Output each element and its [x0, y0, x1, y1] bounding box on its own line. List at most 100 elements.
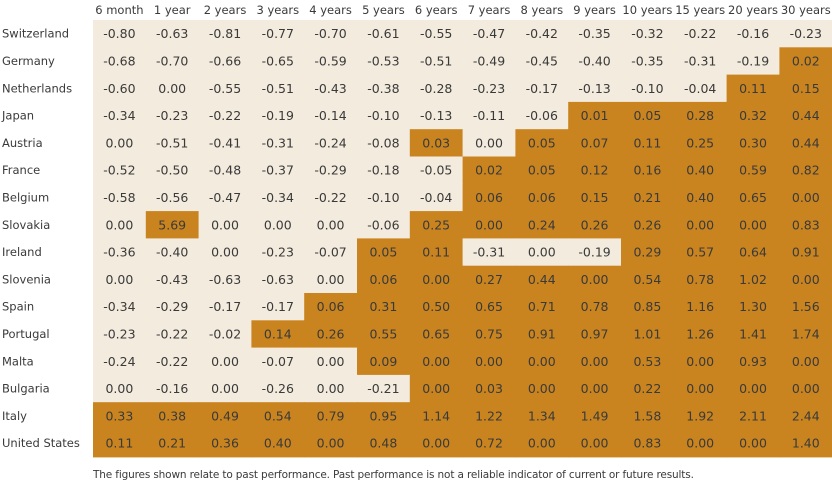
cell-value: -0.24 — [103, 354, 135, 369]
heatmap-cell — [515, 47, 569, 76]
heatmap-cell — [251, 429, 305, 458]
heatmap-cell — [568, 402, 622, 431]
heatmap-cell — [462, 74, 516, 103]
heatmap-cell — [779, 129, 832, 158]
cell-value: 0.02 — [475, 163, 503, 178]
heatmap-cell — [357, 429, 411, 458]
heatmap-cell — [409, 74, 464, 103]
row-label: Switzerland — [2, 27, 69, 41]
heatmap-cell — [409, 429, 464, 458]
heatmap-cell — [673, 129, 728, 158]
cell-value: 0.83 — [633, 436, 661, 451]
column-header: 7 years — [468, 3, 511, 17]
heatmap-cell — [568, 374, 622, 403]
cell-value: 2.11 — [739, 408, 767, 423]
cell-value: 0.09 — [369, 354, 397, 369]
cell-value: 1.14 — [422, 408, 450, 423]
heatmap-cell — [462, 101, 516, 130]
heatmap-cell — [409, 129, 464, 158]
cell-value: 0.78 — [686, 272, 714, 287]
heatmap-cell — [251, 183, 305, 212]
column-header: 5 years — [362, 3, 405, 17]
cell-value: 0.33 — [105, 408, 133, 423]
heatmap-cell — [93, 129, 147, 158]
heatmap-cell — [515, 238, 569, 267]
heatmap-cell — [462, 129, 516, 158]
cell-value: 0.11 — [105, 436, 133, 451]
cell-value: -0.51 — [262, 81, 294, 96]
cell-value: -0.47 — [473, 26, 505, 41]
heatmap-cell — [462, 47, 516, 76]
heatmap-cell — [198, 156, 252, 185]
heatmap-cell — [779, 320, 832, 349]
cell-value: 0.00 — [686, 436, 714, 451]
cell-value: -0.17 — [262, 299, 294, 314]
cell-value: 0.06 — [369, 272, 397, 287]
heatmap-cell — [198, 211, 252, 239]
heatmap-cell — [304, 47, 358, 76]
cell-value: -0.29 — [156, 299, 188, 314]
cell-value: -0.06 — [526, 108, 558, 123]
heatmap-cell — [304, 20, 358, 48]
cell-value: 0.40 — [686, 163, 714, 178]
cell-value: 0.00 — [211, 245, 239, 260]
column-header: 2 years — [204, 3, 247, 17]
cell-value: 0.54 — [633, 272, 661, 287]
heatmap-cell — [462, 238, 516, 267]
cell-value: -0.45 — [526, 53, 558, 68]
cell-value: -0.56 — [156, 190, 188, 205]
row-label: Japan — [1, 109, 34, 123]
cell-value: 0.00 — [105, 272, 133, 287]
cell-value: 0.00 — [739, 436, 767, 451]
cell-value: -0.37 — [262, 163, 294, 178]
heatmap-cell — [462, 429, 516, 458]
heatmap-cell — [93, 20, 147, 48]
cell-value: -0.16 — [156, 381, 188, 396]
cell-value: 0.71 — [528, 299, 556, 314]
cell-value: -0.63 — [262, 272, 294, 287]
heatmap-cell — [673, 20, 728, 48]
heatmap-cell — [251, 156, 305, 185]
heatmap-cell — [145, 183, 200, 212]
cell-value: 0.00 — [317, 354, 345, 369]
heatmap-cell — [515, 211, 569, 239]
heatmap-cell — [779, 347, 832, 376]
heatmap-cell — [515, 156, 569, 185]
cell-value: 0.54 — [264, 408, 292, 423]
cell-value: 0.06 — [475, 190, 503, 205]
cell-value: 0.00 — [581, 436, 609, 451]
cell-value: 0.05 — [528, 163, 556, 178]
cell-value: 0.00 — [105, 381, 133, 396]
cell-value: 0.05 — [369, 245, 397, 260]
heatmap-cell — [726, 101, 780, 130]
heatmap-cell — [726, 265, 780, 294]
heatmap-cell — [304, 402, 358, 431]
cell-value: -0.40 — [156, 245, 188, 260]
heatmap-cell — [673, 429, 728, 458]
cell-value: 0.11 — [422, 245, 450, 260]
heatmap-cell — [726, 429, 780, 458]
cell-value: 0.00 — [317, 217, 345, 232]
cell-value: 0.97 — [581, 326, 609, 341]
heatmap-cell — [198, 293, 252, 321]
heatmap-cell — [462, 347, 516, 376]
cell-value: -0.17 — [526, 81, 558, 96]
cell-value: 0.00 — [739, 217, 767, 232]
heatmap-cell — [304, 429, 358, 458]
column-header: 1 year — [154, 3, 191, 17]
heatmap-cell — [357, 129, 411, 158]
cell-value: -0.31 — [684, 53, 716, 68]
heatmap-cell — [198, 320, 252, 349]
cell-value: 0.79 — [317, 408, 345, 423]
cell-value: 0.72 — [475, 436, 503, 451]
cell-value: -0.41 — [209, 135, 241, 150]
heatmap-cell — [779, 101, 832, 130]
heatmap-cell — [462, 211, 516, 239]
cell-value: -0.19 — [578, 245, 610, 260]
cell-value: -0.59 — [314, 53, 346, 68]
heatmap-cell — [145, 347, 200, 376]
heatmap-cell — [621, 429, 675, 458]
heatmap-cell — [621, 101, 675, 130]
cell-value: 0.44 — [792, 108, 820, 123]
cell-value: 0.59 — [739, 163, 767, 178]
